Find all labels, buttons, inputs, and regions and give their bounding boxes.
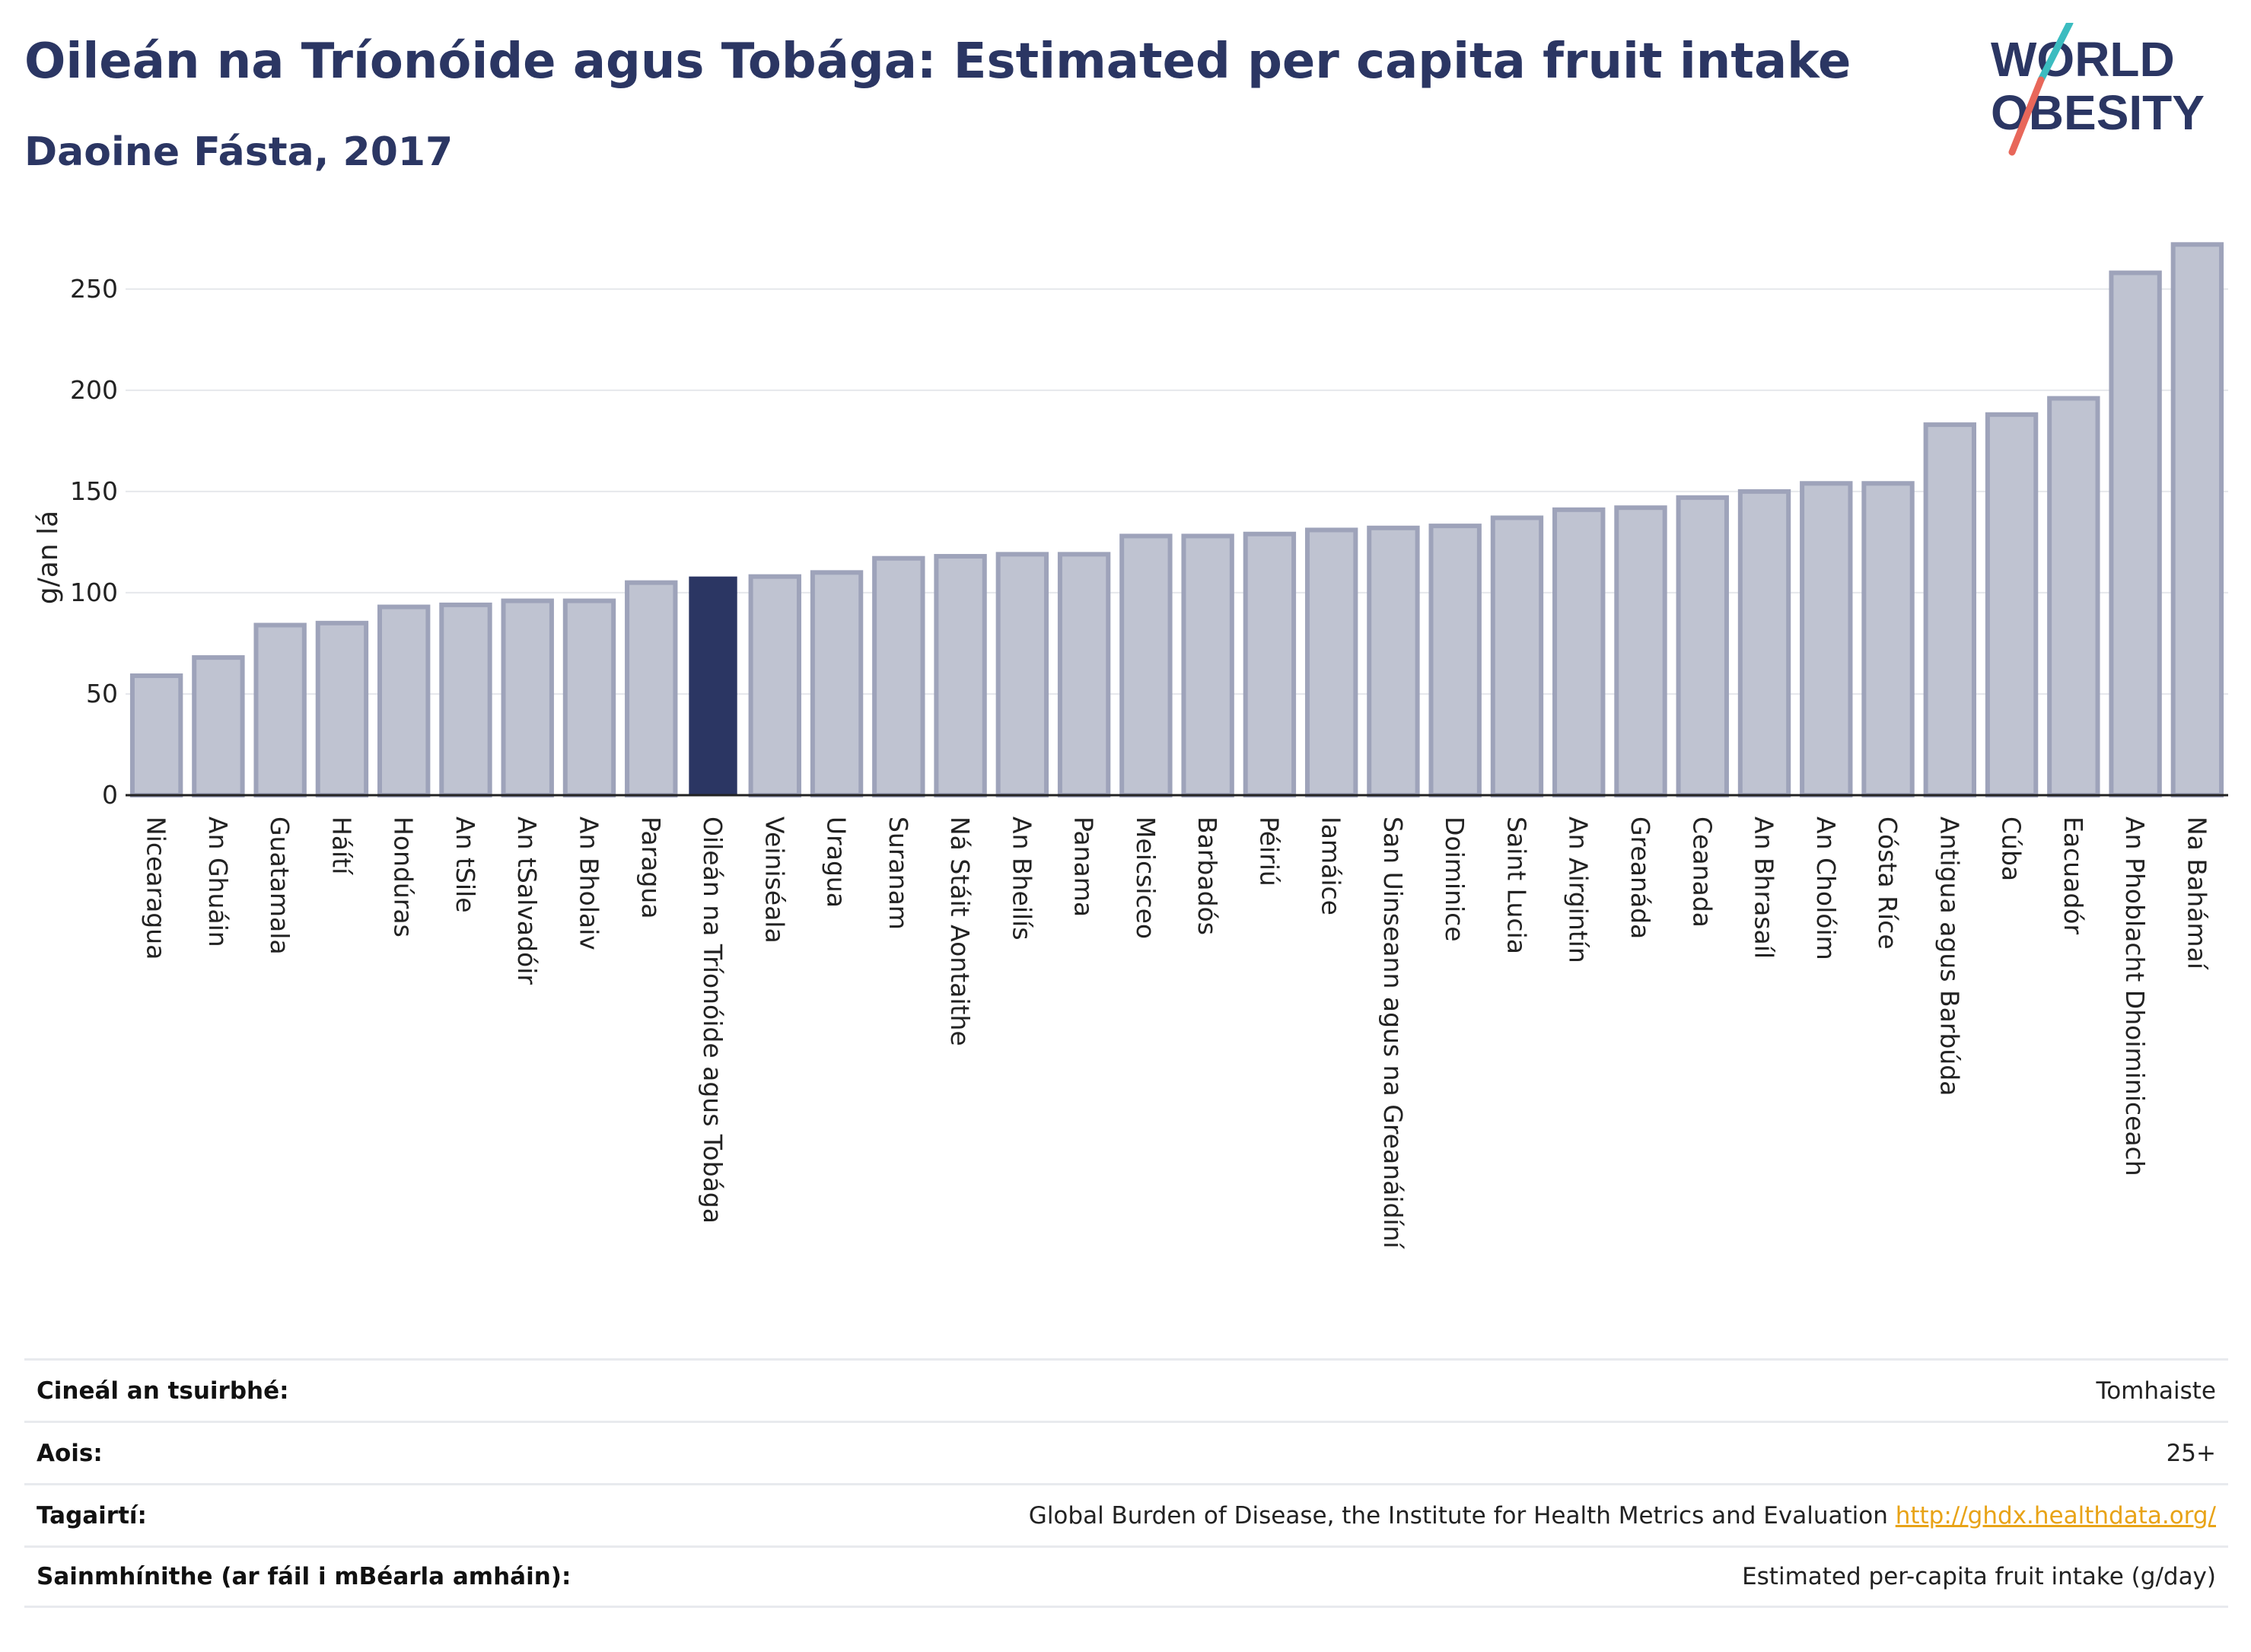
- bar: [995, 552, 1049, 797]
- info-label: Tagairtí:: [37, 1501, 147, 1529]
- x-tick-label: Oileán na Tríonóide agus Tobága: [698, 816, 728, 1224]
- info-value: Estimated per-capita fruit intake (g/day…: [1742, 1563, 2216, 1590]
- x-tick-label: An Ghuáin: [203, 816, 233, 947]
- y-tick-label: 100: [70, 578, 118, 607]
- logo-slash-coral: [2008, 76, 2045, 156]
- bar: [872, 555, 925, 797]
- x-tick-label: An tSile: [451, 816, 480, 913]
- bar: [1676, 495, 1729, 797]
- bar: [1985, 412, 2039, 797]
- y-tick-label: 0: [102, 780, 118, 810]
- x-tick-label: Iamáice: [1317, 816, 1346, 915]
- bar: [2170, 242, 2224, 798]
- bar: [2109, 270, 2162, 798]
- bar: [1304, 527, 1358, 797]
- bar: [1367, 525, 1420, 797]
- x-tick-label: Nicearagua: [142, 816, 171, 960]
- y-tick-label: 250: [70, 274, 118, 304]
- bar: [129, 673, 183, 798]
- x-tick-label: Guatamala: [265, 816, 295, 955]
- info-table: Cineál an tsuirbhé: Tomhaiste Aois: 25+ …: [24, 1358, 2228, 1608]
- x-tick-label: An tSalvadóir: [512, 816, 542, 985]
- x-tick-label: Háítí: [326, 816, 356, 876]
- x-tick-label: Paragua: [636, 816, 666, 919]
- x-tick-label: Hondúras: [389, 816, 419, 937]
- reference-text: Global Burden of Disease, the Institute …: [1028, 1501, 1888, 1529]
- bar: [501, 598, 554, 798]
- x-tick-label: Suranam: [884, 816, 913, 930]
- bar: [315, 620, 369, 798]
- y-tick-label: 200: [70, 375, 118, 405]
- chart-title: Oileán na Tríonóide agus Tobága: Estimat…: [24, 33, 1851, 90]
- bar: [439, 602, 492, 798]
- x-tick-label: Na Bahámaí: [2182, 816, 2211, 971]
- x-tick-label: Barbadós: [1192, 816, 1222, 935]
- x-tick-label: Péiriú: [1254, 816, 1284, 886]
- x-tick-label: Doiminice: [1440, 816, 1469, 942]
- x-tick-label: Cósta Ríce: [1873, 816, 1902, 950]
- info-row-definitions: Sainmhínithe (ar fáil i mBéarla amháin):…: [24, 1545, 2228, 1608]
- info-row-references: Tagairtí: Global Burden of Disease, the …: [24, 1483, 2228, 1545]
- x-tick-label: Veiniséala: [759, 816, 789, 944]
- info-value: Global Burden of Disease, the Institute …: [1029, 1502, 2216, 1529]
- bar: [934, 554, 987, 797]
- bar: [253, 622, 307, 797]
- info-label: Cineál an tsuirbhé:: [37, 1377, 289, 1405]
- logo-line-world: WORLD: [1991, 32, 2175, 87]
- bar: [192, 655, 245, 797]
- x-tick-label: Antigua agus Barbúda: [1934, 816, 1964, 1096]
- bar: [1552, 507, 1606, 797]
- x-tick-label: Meicsiceo: [1131, 816, 1161, 939]
- bar: [1119, 533, 1173, 797]
- bar: [1428, 524, 1482, 797]
- x-tick-label: An Bholaiv: [574, 816, 603, 950]
- bar: [1800, 481, 1853, 797]
- y-tick-label: 150: [70, 476, 118, 506]
- bar: [748, 574, 801, 797]
- bar: [625, 580, 678, 797]
- x-tick-label: An Cholóim: [1811, 816, 1841, 960]
- world-obesity-logo[interactable]: WORLD OBESITY: [1979, 23, 2237, 160]
- info-value: 25+: [2166, 1439, 2216, 1467]
- info-value: Tomhaiste: [2096, 1377, 2216, 1405]
- logo-slash-teal: [2037, 23, 2074, 84]
- x-tick-label: Cúba: [1997, 816, 2027, 881]
- info-row-survey-type: Cineál an tsuirbhé: Tomhaiste: [24, 1358, 2228, 1421]
- bar-highlighted: [689, 576, 737, 795]
- bar: [1861, 481, 1915, 797]
- bar: [1490, 515, 1544, 797]
- x-tick-label: Greanáda: [1625, 816, 1655, 939]
- y-tick-label: 50: [86, 679, 118, 708]
- info-row-age: Aois: 25+: [24, 1421, 2228, 1483]
- x-tick-label: San Uinseann agus na Greanáidíní: [1378, 816, 1408, 1250]
- info-label: Sainmhínithe (ar fáil i mBéarla amháin):: [37, 1563, 572, 1590]
- bar: [810, 570, 864, 797]
- bar: [1923, 422, 1977, 797]
- x-tick-label: Uragua: [822, 816, 852, 908]
- x-tick-label: An Bheilís: [1007, 816, 1036, 941]
- chart-subtitle: Daoine Fásta, 2017: [24, 129, 454, 175]
- info-label: Aois:: [37, 1439, 103, 1467]
- x-tick-label: Ceanada: [1687, 816, 1717, 928]
- x-tick-label: Eacuadór: [2058, 816, 2088, 934]
- reference-link[interactable]: http://ghdx.healthdata.org/: [1895, 1501, 2216, 1529]
- bar-chart: 0 50 100 150 200 250 g/an lá Nicearagua An Ghuái…: [33, 242, 2228, 1250]
- bar: [1181, 533, 1234, 797]
- bar: [2047, 396, 2100, 797]
- bar: [377, 604, 431, 798]
- bar: [1614, 505, 1667, 797]
- x-tick-label: An Phoblacht Dhoiminiceach: [2120, 816, 2150, 1176]
- bar: [1243, 531, 1297, 797]
- bar: [1057, 552, 1111, 797]
- y-axis-label: g/an lá: [33, 511, 64, 604]
- x-tick-label: Saint Lucia: [1501, 816, 1531, 954]
- bar: [1737, 489, 1791, 797]
- x-tick-label: Panama: [1069, 816, 1099, 917]
- bar: [562, 598, 616, 798]
- x-tick-label: Ná Stáit Aontaithe: [945, 816, 975, 1046]
- x-tick-label: An Airgintín: [1564, 816, 1594, 963]
- x-tick-label: An Bhrasaíl: [1750, 816, 1779, 959]
